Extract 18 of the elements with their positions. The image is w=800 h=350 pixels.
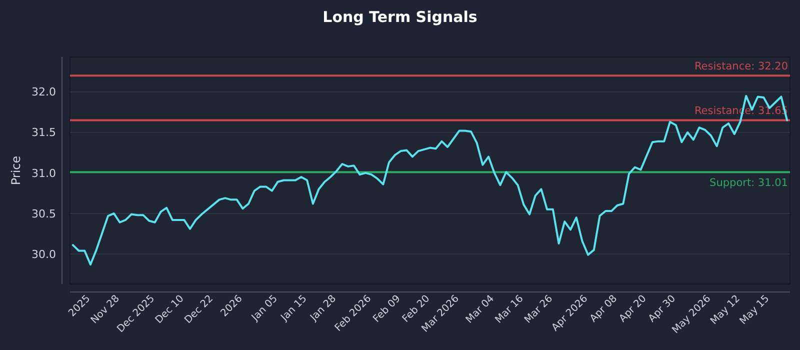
line-series	[72, 94, 788, 266]
y-tick-label: 31.5	[32, 126, 56, 140]
y-tick-label: 32.0	[32, 86, 56, 99]
y-tick-label: 30.0	[32, 248, 56, 261]
ref-line-label: Resistance: 32.20	[694, 60, 788, 73]
ref-line-label: Support: 31.01	[710, 177, 788, 190]
x-tick-label: Jan 28	[308, 293, 338, 324]
y-tick-label: 31.0	[32, 166, 56, 180]
x-tick-label: Apr 08	[588, 293, 620, 325]
x-tick-label: Apr 20	[617, 293, 649, 325]
x-tick-label: Feb 09	[371, 293, 403, 325]
x-tick-label: Apr 30	[646, 293, 678, 325]
x-tick-label: Jan 15	[278, 293, 310, 324]
y-tick-label: 30.5	[32, 207, 56, 220]
x-tick-label: Jan 05	[249, 293, 280, 324]
y-axis-title: Price	[9, 156, 23, 186]
chart-title: Long Term Signals	[322, 8, 478, 26]
x-tick-label: Dec 22	[182, 293, 216, 326]
